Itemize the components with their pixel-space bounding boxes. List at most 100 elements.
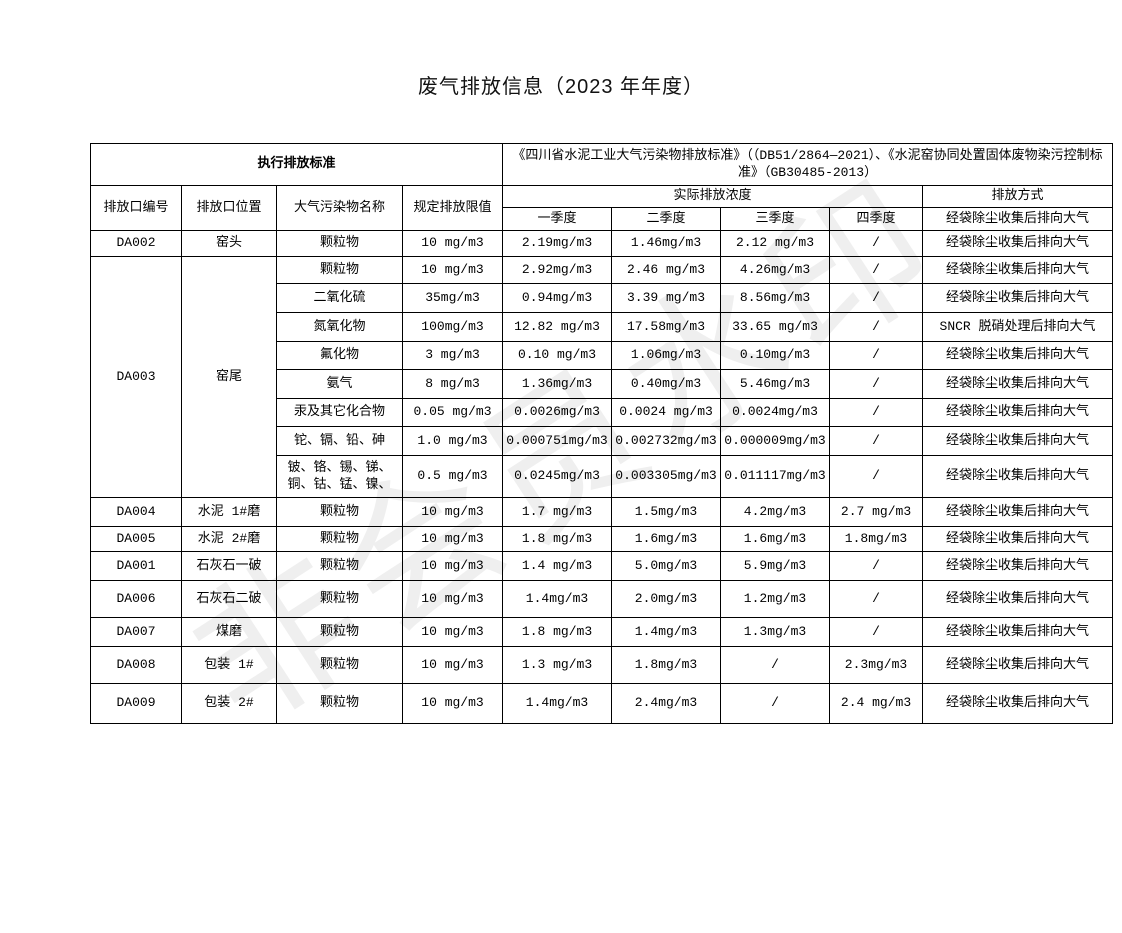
q1-value-cell: 1.7 mg/m3 [502,497,613,527]
pollutant-cell: 铊、镉、铅、砷 [276,426,403,456]
header-emission-method: 排放方式 [922,185,1114,208]
header-outlet-location: 排放口位置 [181,185,277,231]
limit-cell: 10 mg/m3 [401,683,504,724]
q3-value-cell: 33.65 mg/m3 [720,312,831,342]
q3-value-cell: 0.10mg/m3 [720,341,831,370]
q1-value-cell: 1.8 mg/m3 [502,617,613,647]
q1-value-cell: 1.4 mg/m3 [502,551,613,581]
pollutant-cell: 颗粒物 [276,230,403,257]
q4-value-cell: / [829,580,924,618]
q2-value-cell: 3.39 mg/m3 [611,283,722,313]
quarter-header-row: 一季度 二季度 三季度 四季度 经袋除尘收集后排向大气 [91,207,1114,231]
limit-cell: 35mg/m3 [401,283,504,313]
q4-value-cell: 2.4 mg/m3 [829,683,924,724]
q1-value-cell: 0.0026mg/m3 [502,398,613,427]
outlet-no-cell: DA008 [90,646,182,684]
q2-value-cell: 0.002732mg/m3 [611,426,722,456]
q4-value-cell: / [829,426,924,456]
table-row: DA004 水泥 1#磨 颗粒物 10 mg/m3 1.7 mg/m3 1.5mg/m3 4… [90,497,1114,527]
q2-value-cell: 1.46mg/m3 [611,230,722,257]
q1-value-cell: 1.36mg/m3 [502,369,613,399]
outlet-location-cell: 石灰石一破 [181,551,277,581]
page-title: 废气排放信息（2023 年年度） [417,76,705,98]
table-row: DA001 石灰石一破 颗粒物 10 mg/m3 1.4 mg/m3 5.0mg/m3 5.… [90,551,1114,581]
q1-value-cell: 0.0245mg/m3 [502,455,613,498]
method-cell: 经袋除尘收集后排向大气 [922,497,1114,527]
limit-cell: 10 mg/m3 [401,551,504,581]
q4-value-cell: 2.7 mg/m3 [829,497,924,527]
limit-cell: 1.0 mg/m3 [401,426,504,456]
q4-value-cell: / [829,312,924,342]
header-quarter-2: 二季度 [611,207,722,231]
q1-value-cell: 0.000751mg/m3 [502,426,613,456]
q2-value-cell: 17.58mg/m3 [611,312,722,342]
pollutant-cell: 氮氧化物 [276,312,403,342]
q3-value-cell: 4.2mg/m3 [720,497,831,527]
limit-cell: 10 mg/m3 [401,256,504,284]
q2-value-cell: 1.8mg/m3 [611,646,722,684]
method-cell: 经袋除尘收集后排向大气 [922,455,1114,498]
q2-value-cell: 0.40mg/m3 [611,369,722,399]
pollutant-cell: 颗粒物 [276,497,403,527]
limit-cell: 100mg/m3 [401,312,504,342]
outlet-location-cell: 窑头 [181,230,277,257]
limit-cell: 3 mg/m3 [401,341,504,370]
outlet-no-cell: DA006 [90,580,182,618]
header-quarter-4: 四季度 [829,207,924,231]
q3-value-cell: 2.12 mg/m3 [720,230,831,257]
limit-cell: 10 mg/m3 [401,526,504,552]
q2-value-cell: 2.0mg/m3 [611,580,722,618]
pollutant-cell: 铍、铬、锡、锑、铜、钴、锰、镍、 [276,455,403,498]
table-row: DA007 煤磨 颗粒物 10 mg/m3 1.8 mg/m3 1.4mg/m3 1.3mg… [90,617,1114,647]
method-cell: 经袋除尘收集后排向大气 [922,369,1114,399]
q1-value-cell: 1.8 mg/m3 [502,526,613,552]
q1-value-cell: 2.92mg/m3 [502,256,613,284]
limit-cell: 10 mg/m3 [401,646,504,684]
limit-cell: 10 mg/m3 [401,617,504,647]
header-emission-limit: 规定排放限值 [401,185,504,231]
q3-value-cell: 4.26mg/m3 [720,256,831,284]
q1-value-cell: 0.94mg/m3 [502,283,613,313]
outlet-no-cell: DA001 [90,551,182,581]
outlet-location-cell: 窑尾 [181,256,277,498]
emission-table: 执行排放标准 《四川省水泥工业大气污染物排放标准》（（DB51/2864—202… [89,143,1114,724]
header-quarter-3: 三季度 [720,207,831,231]
pollutant-cell: 汞及其它化合物 [276,398,403,427]
table-row: DA009 包装 2# 颗粒物 10 mg/m3 1.4mg/m3 2.4mg/m3/2.… [90,683,1114,724]
method-cell: 经袋除尘收集后排向大气 [922,617,1114,647]
q4-value-cell: / [829,341,924,370]
q2-value-cell: 0.003305mg/m3 [611,455,722,498]
pollutant-cell: 颗粒物 [276,580,403,618]
pollutant-cell: 颗粒物 [276,646,403,684]
pollutant-cell: 颗粒物 [276,256,403,284]
outlet-location-cell: 包装 1# [181,646,277,684]
method-cell: 经袋除尘收集后排向大气 [922,256,1114,284]
outlet-no-cell: DA007 [90,617,182,647]
table-row: 铍、铬、锡、锑、铜、钴、锰、镍、 0.5 mg/m3 0.0245mg/m3 0.00… [91,455,1114,498]
q4-value-cell: 1.8mg/m3 [829,526,924,552]
outlet-location-cell: 石灰石二破 [181,580,277,618]
pollutant-cell: 颗粒物 [276,551,403,581]
method-cell: 经袋除尘收集后排向大气 [922,283,1114,313]
q1-value-cell: 12.82 mg/m3 [502,312,613,342]
q4-value-cell: / [829,398,924,427]
pollutant-cell: 颗粒物 [276,617,403,647]
pollutant-cell: 颗粒物 [276,526,403,552]
table-row: DA006 石灰石二破 颗粒物 10 mg/m3 1.4mg/m3 2.0mg/m3 1.2… [90,580,1114,618]
method-cell: 经袋除尘收集后排向大气 [922,551,1114,581]
header-quarter-1: 一季度 [502,207,613,231]
q4-value-cell: / [829,617,924,647]
exec-standard-label: 执行排放标准 [89,143,504,186]
q3-value-cell: / [720,683,831,724]
table-row: 二氧化硫 35mg/m3 0.94mg/m3 3.39 mg/m3 8.56mg/m3/… [91,283,1114,313]
header-pollutant-name: 大气污染物名称 [276,185,403,231]
pollutant-cell: 二氧化硫 [276,283,403,313]
method-cell: 经袋除尘收集后排向大气 [922,683,1114,724]
outlet-location-cell: 包装 2# [181,683,277,724]
method-cell: 经袋除尘收集后排向大气 [922,646,1114,684]
q3-value-cell: 5.9mg/m3 [720,551,831,581]
q3-value-cell: 1.2mg/m3 [720,580,831,618]
limit-cell: 10 mg/m3 [401,580,504,618]
q4-value-cell: / [829,283,924,313]
outlet-no-cell: DA004 [90,497,182,527]
